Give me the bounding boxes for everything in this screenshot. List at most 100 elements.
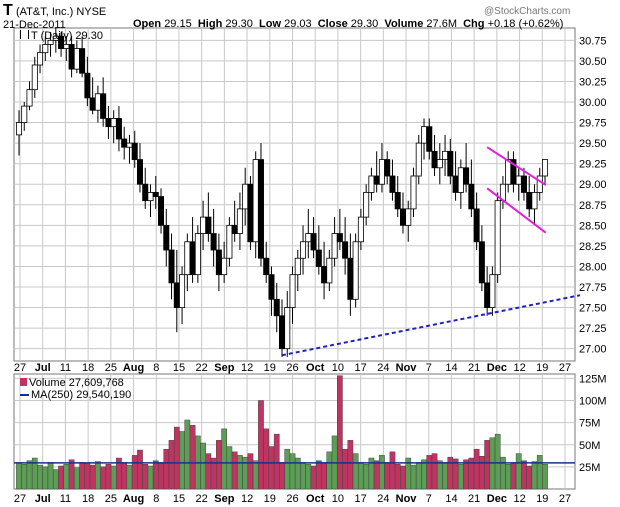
candle-body [478,241,485,284]
x-tick-label-lower: 14 [445,493,457,505]
candle-body [42,44,49,54]
x-tick-label-lower: 27 [14,493,26,505]
volume-bar [300,462,306,490]
price-tick-label: 29.50 [579,138,607,150]
volume-bar [221,428,227,490]
volume-legend: Volume 27,609,768 [20,377,124,389]
volume-bar [126,464,133,490]
x-tick-label-lower: 7 [426,493,432,505]
candle-body [152,192,159,197]
price-tick-label: 28.75 [579,200,607,212]
candle-body [115,118,122,140]
volume-bar [279,462,285,490]
volume-bar [179,431,185,490]
x-tick-label-lower: 27 [559,493,571,505]
x-tick-label-lower: 26 [286,493,298,505]
volume-bar [479,456,485,490]
x-tick-label-upper: 11 [60,362,71,374]
candle-body [531,192,538,210]
candle-body [273,298,280,317]
low-label: Low [259,18,282,30]
x-tick-label-lower: 21 [468,493,480,505]
open-label: Open [133,18,162,30]
volume-bar [463,459,469,490]
x-tick-label-upper: 8 [153,362,159,374]
volume-bar [79,462,85,490]
volume-value: 27.6M [426,18,457,30]
volume-bar [242,456,249,490]
candle-body [179,274,186,308]
volume-bar [431,453,438,490]
price-tick-label: 28.25 [579,241,607,253]
volume-bar [95,461,101,490]
candle-body [394,192,401,210]
price-tick-label: 30.75 [579,35,607,47]
volume-bar [410,464,417,490]
candle-body [63,44,70,49]
x-tick-label-lower: Oct [306,493,325,505]
volume-bar [358,462,364,490]
legend-bar-icon [20,30,29,39]
volume-bar [168,440,175,490]
candle-body [373,175,380,185]
volume-bar [426,455,433,490]
candle-body [494,200,501,276]
volume-bar [457,463,464,490]
candle-body [100,93,107,119]
x-tick-label-upper: 27 [559,362,571,374]
volume-bar [515,453,522,490]
open-value: 29.15 [164,18,192,30]
ma-legend-text: MA(250) 29,540,190 [31,389,132,401]
high-value: 29.30 [225,18,253,30]
volume-bar [74,467,80,490]
x-tick-label-upper: Jul [35,362,51,374]
candle-body [431,150,438,169]
support-trendline [281,294,581,357]
volume-bar [442,462,448,490]
candle-body [247,183,254,243]
candle-body [142,183,149,202]
x-tick-label-upper: 7 [426,362,432,374]
volume-bar [21,463,28,490]
price-tick-label: 29.25 [579,159,607,171]
candle-body [26,89,33,107]
low-value: 29.03 [284,18,312,30]
candle-body [268,274,275,300]
candle-body [105,118,112,128]
exchange-label: NYSE [76,6,107,18]
candle-body [436,159,443,169]
chg-label: Chg [463,18,485,30]
x-tick-label-upper: 12 [513,362,525,374]
price-tick-label: 28.50 [579,220,607,232]
candle-body [189,241,196,276]
volume-bar [531,461,538,490]
x-tick-label-upper: Nov [396,362,418,374]
volume-bar [216,440,222,490]
candle-body [168,249,175,284]
volume-bar [337,375,343,490]
candle-body [447,150,454,177]
volume-bar [505,463,512,490]
volume-bar [436,460,443,490]
volume-bar [184,419,191,490]
price-tick-label: 30.25 [579,76,607,88]
candle-body [426,126,433,152]
candle-body [110,118,117,128]
close-label: Close [317,18,348,30]
candle-body [47,39,54,45]
x-tick-label-lower: 22 [196,493,208,505]
price-tick-label: 30.50 [579,56,607,68]
volume-bar [247,453,254,490]
price-tick-label: 29.00 [579,179,607,191]
price-tick-label: 27.50 [579,303,607,315]
candle-body [315,249,322,267]
candle-body [236,208,243,234]
x-tick-label-upper: Aug [123,362,144,374]
high-label: High [197,18,223,30]
x-tick-label-lower: Aug [123,493,144,505]
candle-body [410,175,417,210]
volume-bar [510,462,517,490]
volume-tick-label: 75M [579,418,600,430]
volume-bar [158,462,164,490]
